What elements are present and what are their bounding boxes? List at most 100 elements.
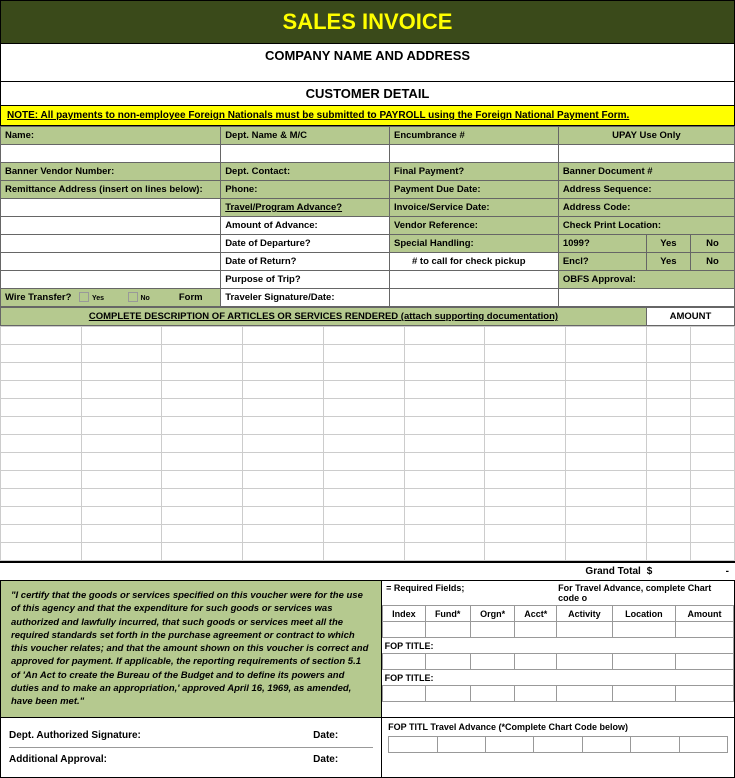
gap xyxy=(0,67,735,81)
upay-header: UPAY Use Only xyxy=(558,127,734,145)
grand-total-label: Grand Total xyxy=(566,562,647,580)
chart-col-header: Amount xyxy=(675,606,733,622)
grand-total-currency: $ xyxy=(647,562,691,580)
label-traveler-sig: Traveler Signature/Date: xyxy=(221,289,390,307)
certification-text: "I certify that the goods or services sp… xyxy=(1,581,382,717)
label-purpose: Purpose of Trip? xyxy=(221,271,390,289)
payroll-note: NOTE: All payments to non-employee Forei… xyxy=(0,106,735,126)
chart-row[interactable] xyxy=(383,654,734,670)
label-obfs: OBFS Approval: xyxy=(558,271,734,289)
blank-cell[interactable] xyxy=(558,145,734,163)
label-banner-doc: Banner Document # xyxy=(558,163,734,181)
label-travel-advance: Travel/Program Advance? xyxy=(221,199,390,217)
amount-header: AMOUNT xyxy=(646,308,734,326)
label-dept-name: Dept. Name & M/C xyxy=(221,127,390,145)
fop-title-3: FOP TITL xyxy=(388,722,428,732)
label-pay-due: Payment Due Date: xyxy=(390,181,559,199)
fop-title-1: FOP TITLE: xyxy=(383,638,734,654)
description-row[interactable] xyxy=(1,435,735,453)
chart-row[interactable] xyxy=(383,622,734,638)
label-check-print: Check Print Location: xyxy=(558,217,734,235)
bottom-section: "I certify that the goods or services sp… xyxy=(0,580,735,718)
blank-cell[interactable] xyxy=(558,289,734,307)
signature-section: Dept. Authorized Signature: Date: Additi… xyxy=(0,718,735,778)
description-table xyxy=(0,326,735,561)
invoice-title: SALES INVOICE xyxy=(0,0,735,44)
label-vendor-ref: Vendor Reference: xyxy=(390,217,559,235)
description-row[interactable] xyxy=(1,471,735,489)
chart-col-header: Acct* xyxy=(515,606,557,622)
blank-cell[interactable] xyxy=(390,289,559,307)
blank-cell[interactable] xyxy=(390,271,559,289)
chart-code-table: IndexFund*Orgn*Acct*ActivityLocationAmou… xyxy=(382,605,734,702)
blank-cell[interactable] xyxy=(1,271,221,289)
chart-col-header: Fund* xyxy=(425,606,470,622)
wire-yes-label: Yes xyxy=(92,295,104,302)
blank-cell[interactable] xyxy=(1,217,221,235)
label-banner-vendor: Banner Vendor Number: xyxy=(1,163,221,181)
wire-no-label: No xyxy=(140,295,149,302)
blank-cell[interactable] xyxy=(1,199,221,217)
additional-approval-date-label: Date: xyxy=(313,754,373,765)
dept-auth-date-label: Date: xyxy=(313,730,373,741)
company-header: COMPANY NAME AND ADDRESS xyxy=(0,44,735,67)
label-remittance: Remittance Address (insert on lines belo… xyxy=(1,181,221,199)
description-row[interactable] xyxy=(1,489,735,507)
blank-cell[interactable] xyxy=(1,145,221,163)
label-addr-code: Address Code: xyxy=(558,199,734,217)
wire-yes-checkbox[interactable] xyxy=(79,292,89,302)
chart-code-box: = Required Fields; For Travel Advance, c… xyxy=(382,581,734,717)
description-row[interactable] xyxy=(1,327,735,345)
description-row[interactable] xyxy=(1,453,735,471)
description-row[interactable] xyxy=(1,345,735,363)
travel-advance-note: For Travel Advance, complete Chart code … xyxy=(558,583,730,603)
chart-row[interactable] xyxy=(383,686,734,702)
label-date-departure: Date of Departure? xyxy=(221,235,390,253)
label-final-payment: Final Payment? xyxy=(390,163,559,181)
label-phone: Phone: xyxy=(221,181,390,199)
additional-approval-label: Additional Approval: xyxy=(9,754,313,765)
1099-yes[interactable]: Yes xyxy=(646,235,690,253)
label-1099: 1099? xyxy=(558,235,646,253)
description-row[interactable] xyxy=(1,507,735,525)
description-row[interactable] xyxy=(1,543,735,561)
label-call-pickup: # to call for check pickup xyxy=(390,253,559,271)
label-dept-contact: Dept. Contact: xyxy=(221,163,390,181)
blank-cell[interactable] xyxy=(221,145,390,163)
wire-no-checkbox[interactable] xyxy=(128,292,138,302)
chart-col-header: Index xyxy=(383,606,425,622)
label-encumbrance: Encumbrance # xyxy=(390,127,559,145)
description-row[interactable] xyxy=(1,363,735,381)
desc-header-row: COMPLETE DESCRIPTION OF ARTICLES OR SERV… xyxy=(0,307,735,326)
encl-no[interactable]: No xyxy=(690,253,734,271)
chart-row-bottom[interactable] xyxy=(388,736,728,753)
grand-total-row: Grand Total $ - xyxy=(0,561,735,580)
description-row[interactable] xyxy=(1,381,735,399)
label-amount-advance: Amount of Advance: xyxy=(221,217,390,235)
wire-transfer-row: Wire Transfer? Yes No Form xyxy=(1,289,221,307)
label-form: Form xyxy=(179,292,203,303)
label-special-handling: Special Handling: xyxy=(390,235,559,253)
blank-cell[interactable] xyxy=(1,235,221,253)
description-row[interactable] xyxy=(1,525,735,543)
encl-yes[interactable]: Yes xyxy=(646,253,690,271)
description-row[interactable] xyxy=(1,399,735,417)
travel-advance-complete: Travel Advance (*Complete Chart Code bel… xyxy=(430,722,628,732)
required-fields-label: = Required Fields; xyxy=(386,583,558,603)
label-wire-transfer: Wire Transfer? xyxy=(5,292,71,303)
label-name: Name: xyxy=(1,127,221,145)
blank-cell[interactable] xyxy=(390,145,559,163)
1099-no[interactable]: No xyxy=(690,235,734,253)
grand-total-value: - xyxy=(691,562,735,580)
description-row[interactable] xyxy=(1,417,735,435)
blank-cell[interactable] xyxy=(1,253,221,271)
chart-col-header: Location xyxy=(612,606,675,622)
label-date-return: Date of Return? xyxy=(221,253,390,271)
form-grid: Name: Dept. Name & M/C Encumbrance # UPA… xyxy=(0,126,735,307)
chart-col-header: Activity xyxy=(557,606,613,622)
label-encl: Encl? xyxy=(558,253,646,271)
chart-col-header: Orgn* xyxy=(470,606,515,622)
dept-auth-sig-label: Dept. Authorized Signature: xyxy=(9,730,313,741)
label-addr-seq: Address Sequence: xyxy=(558,181,734,199)
label-invoice-date: Invoice/Service Date: xyxy=(390,199,559,217)
